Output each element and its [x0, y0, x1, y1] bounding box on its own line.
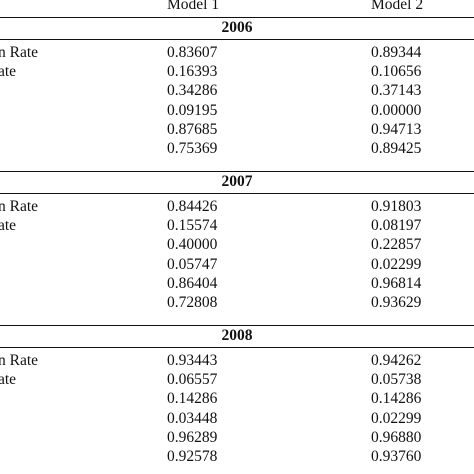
model-2-value: 0.08197 — [371, 217, 422, 235]
section-year: 2006 — [221, 19, 253, 36]
row-label: n Rate — [0, 198, 39, 215]
model-1-value: 0.16393 — [167, 63, 218, 81]
section-rule-top — [0, 171, 474, 172]
model-2-value: 0.94262 — [371, 352, 422, 369]
model-2-value: 0.94713 — [371, 120, 422, 138]
section-rule-top — [0, 17, 474, 18]
row-label: ate — [0, 217, 17, 235]
model-2-value: 0.00000 — [371, 101, 422, 119]
column-header-model-1: Model 1 — [167, 0, 220, 13]
model-1-value: 0.92578 — [167, 448, 218, 465]
row-label: ate — [0, 63, 17, 81]
model-1-value: 0.84426 — [167, 198, 218, 215]
model-1-value: 0.75369 — [167, 140, 218, 157]
row-label: n Rate — [0, 44, 39, 61]
section-year: 2008 — [221, 327, 253, 344]
section-rule-top — [0, 325, 474, 326]
section-rule-under-year — [0, 39, 474, 40]
model-1-value: 0.06557 — [167, 371, 218, 389]
model-2-value: 0.96880 — [371, 428, 422, 446]
model-2-value: 0.02299 — [371, 255, 422, 273]
model-1-value: 0.03448 — [167, 409, 218, 427]
model-1-value: 0.15574 — [167, 217, 218, 235]
model-1-value: 0.86404 — [167, 274, 218, 292]
model-1-value: 0.83607 — [167, 44, 218, 61]
model-2-value: 0.02299 — [371, 409, 422, 427]
model-2-value: 0.91803 — [371, 198, 422, 215]
model-1-value: 0.87685 — [167, 120, 218, 138]
model-2-value: 0.22857 — [371, 236, 422, 254]
model-1-value: 0.09195 — [167, 101, 218, 119]
model-2-value: 0.93760 — [371, 448, 422, 465]
model-1-value: 0.14286 — [167, 390, 218, 408]
model-2-value: 0.14286 — [371, 390, 422, 408]
row-label: n Rate — [0, 352, 39, 369]
model-1-value: 0.34286 — [167, 82, 218, 100]
section-rule-under-year — [0, 193, 474, 194]
model-1-value: 0.05747 — [167, 255, 218, 273]
row-label: ate — [0, 371, 17, 389]
model-2-value: 0.89344 — [371, 44, 422, 61]
model-2-value: 0.37143 — [371, 82, 422, 100]
model-1-value: 0.72808 — [167, 294, 218, 311]
model-1-value: 0.96289 — [167, 428, 218, 446]
model-1-value: 0.93443 — [167, 352, 218, 369]
model-2-value: 0.10656 — [371, 63, 422, 81]
model-2-value: 0.05738 — [371, 371, 422, 389]
section-rule-under-year — [0, 347, 474, 348]
model-2-value: 0.89425 — [371, 140, 422, 157]
model-2-value: 0.93629 — [371, 294, 422, 311]
section-year: 2007 — [221, 173, 253, 190]
column-header-model-2: Model 2 — [371, 0, 424, 13]
model-2-value: 0.96814 — [371, 274, 422, 292]
model-1-value: 0.40000 — [167, 236, 218, 254]
